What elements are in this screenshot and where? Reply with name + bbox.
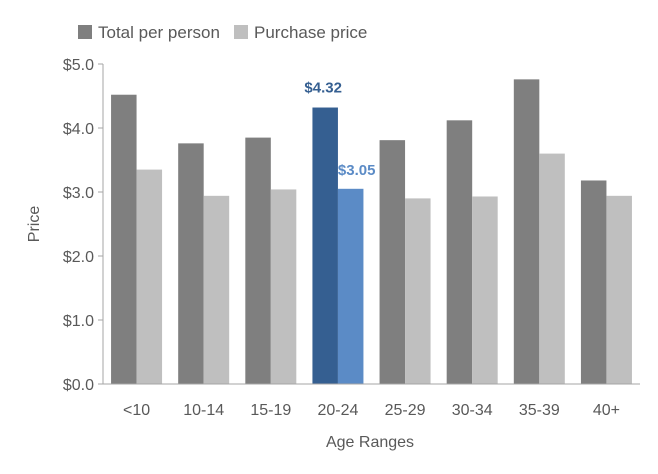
x-tick-label: 30-34 [452,402,493,419]
data-label-total-per-person-20-24: $4.32 [304,80,342,97]
y-tick-label: $2.0 [63,249,94,266]
bar-purchase-price-40 [606,195,632,384]
y-tick-label: $3.0 [63,185,94,202]
x-tick-label: 25-29 [385,402,426,419]
x-tick-label: 10-14 [183,402,224,419]
bar-total-per-person-15-19 [245,137,271,384]
y-axis-title: Price [26,206,43,243]
bar-total-per-person-25-29 [379,140,406,384]
bar-total-per-person-10 [111,94,137,384]
legend-swatch-total-per-person [78,25,92,39]
bar-purchase-price-10 [136,169,163,384]
legend: Total per person Purchase price [78,23,367,42]
bar-total-per-person-30-34 [446,120,473,384]
y-tick-label: $4.0 [63,121,94,138]
bar-total-per-person-40 [580,180,607,384]
bar-total-per-person-35-39 [513,79,540,385]
x-tick-label: <10 [123,402,150,419]
x-axis-title: Age Ranges [326,434,414,451]
y-tick-label: $1.0 [63,313,94,330]
bar-total-per-person-10-14 [178,143,204,384]
legend-label-total-per-person: Total per person [98,23,220,42]
bar-purchase-price-25-29 [405,198,431,384]
bar-purchase-price-20-24 [337,188,364,384]
x-tick-label: 35-39 [519,402,560,419]
bar-purchase-price-15-19 [270,189,297,384]
legend-swatch-purchase-price [234,25,248,39]
data-label-purchase-price-20-24: $3.05 [338,162,376,179]
bar-purchase-price-10-14 [203,195,230,384]
y-axis: $0.0 $1.0 $2.0 $3.0 $4.0 $5.0 [63,57,104,394]
y-tick-label: $0.0 [63,377,94,394]
bar-purchase-price-30-34 [472,196,498,384]
bar-purchase-price-35-39 [539,153,565,384]
y-tick-label: $5.0 [63,57,94,74]
x-tick-label: 40+ [593,402,620,419]
x-tick-label: 20-24 [317,402,358,419]
legend-label-purchase-price: Purchase price [254,23,367,42]
x-axis: <10 10-14 15-19 20-24 25-29 30-34 35-39 40+ [103,383,640,419]
x-tick-label: 15-19 [250,402,291,419]
bar-total-per-person-20-24 [312,107,338,385]
bars: $4.32 $3.05 [111,79,632,385]
